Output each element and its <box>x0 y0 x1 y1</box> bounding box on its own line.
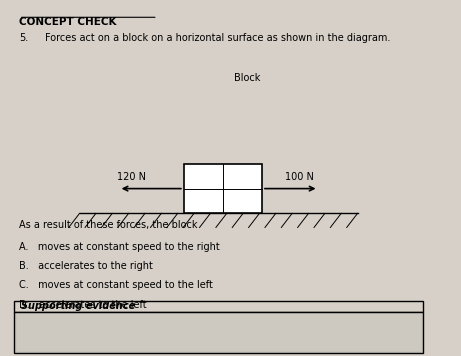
Bar <box>17 314 420 351</box>
Text: Supporting evidence: Supporting evidence <box>21 302 135 312</box>
Text: 5.: 5. <box>19 33 28 43</box>
Text: 100 N: 100 N <box>284 172 313 182</box>
Bar <box>14 300 423 312</box>
Text: CONCEPT CHECK: CONCEPT CHECK <box>19 17 116 27</box>
Text: A.   moves at constant speed to the right: A. moves at constant speed to the right <box>19 242 219 252</box>
Text: Forces act on a block on a horizontal surface as shown in the diagram.: Forces act on a block on a horizontal su… <box>45 33 390 43</box>
Text: As a result of these forces, the block: As a result of these forces, the block <box>19 220 197 230</box>
Text: B.   accelerates to the right: B. accelerates to the right <box>19 261 153 271</box>
Bar <box>14 312 423 353</box>
Text: 120 N: 120 N <box>117 172 146 182</box>
Bar <box>184 164 262 213</box>
Text: Block: Block <box>234 73 260 83</box>
Text: C.   moves at constant speed to the left: C. moves at constant speed to the left <box>19 281 213 290</box>
Text: D.   accelerates to the left: D. accelerates to the left <box>19 300 147 310</box>
